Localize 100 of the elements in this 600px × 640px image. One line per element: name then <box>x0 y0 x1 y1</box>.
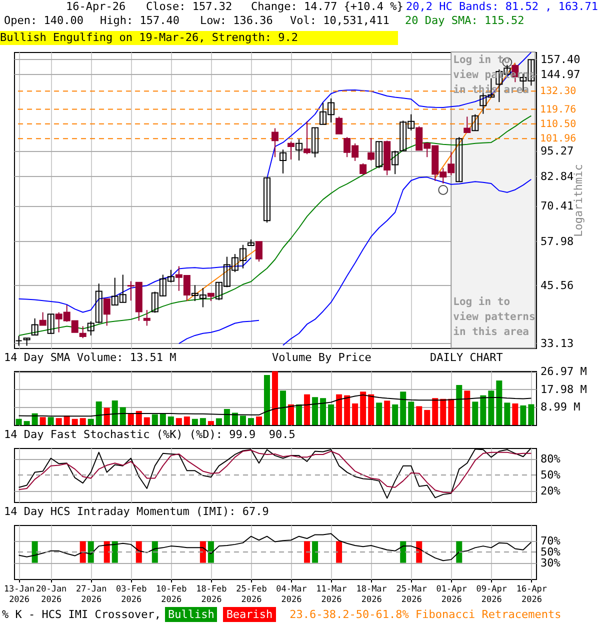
annotation: Log in to view patterns in this area <box>453 296 536 338</box>
candlestick <box>368 137 375 162</box>
bar <box>328 404 334 425</box>
x-tick-label: 18-Feb 2026 <box>196 584 227 605</box>
x-tick-label: 03-Feb 2026 <box>116 584 147 605</box>
bar <box>392 404 398 425</box>
bar <box>336 394 342 425</box>
bar <box>240 416 246 425</box>
candlestick <box>304 120 311 155</box>
candlestick <box>360 162 367 176</box>
bar <box>136 410 142 425</box>
y-axis-title: Logarithmic <box>572 164 586 237</box>
text: High: 157.40 <box>100 14 180 28</box>
bar <box>120 407 126 425</box>
candlestick <box>392 150 399 175</box>
y-tick-label: 20% <box>540 484 561 498</box>
text: 20,2 HC Bands: 81.52 , 163.71 <box>406 0 598 14</box>
bar <box>448 398 454 425</box>
bar <box>416 406 422 425</box>
candlestick <box>103 298 110 326</box>
y-tick-label: 144.97 <box>540 68 580 81</box>
candlestick <box>263 177 270 224</box>
candlestick <box>280 149 287 174</box>
y-tick-label: 33.13 <box>540 336 574 350</box>
bar <box>344 395 350 425</box>
y-tick-label: 70.41 <box>540 200 574 213</box>
candlestick <box>336 116 343 134</box>
bar <box>528 404 534 425</box>
x-tick-label: 11-Mar 2026 <box>316 584 347 605</box>
candlestick <box>288 141 295 160</box>
text: 23.6-38.2-50-61.8% Fibonacci Retracements <box>290 607 562 622</box>
bar <box>464 390 470 425</box>
text: Vol: 10,531,411 <box>290 14 390 28</box>
candlestick <box>79 326 86 339</box>
bar <box>96 401 102 425</box>
candlestick <box>95 283 102 324</box>
ref-line-label: 132.30 <box>540 86 576 98</box>
bar <box>368 394 374 425</box>
bar <box>224 408 230 425</box>
bar <box>216 418 222 425</box>
bar <box>480 395 486 425</box>
x-tick-label: 18-Mar 2026 <box>356 584 387 605</box>
bar <box>472 402 478 425</box>
y-tick-label: 70% <box>540 534 561 548</box>
chart-title: 14 Day Fast Stochastic (%K) (%D): 99.9 90.5 <box>4 428 296 441</box>
y-tick-label: 82.84 <box>540 170 574 183</box>
candlestick <box>312 127 319 158</box>
bar <box>144 417 150 425</box>
line-series <box>18 533 532 562</box>
bar <box>496 380 502 425</box>
bar <box>320 398 326 425</box>
bar <box>488 390 494 425</box>
bar <box>248 418 254 425</box>
x-tick-label: 09-Apr 2026 <box>476 584 508 605</box>
bar <box>288 404 294 425</box>
bar <box>88 418 94 425</box>
bar <box>352 403 358 425</box>
candlestick <box>255 241 262 262</box>
y-tick-label: 45.56 <box>540 278 574 292</box>
y-tick-label: 26.97 M <box>540 365 588 378</box>
bar <box>280 390 286 425</box>
text: Volume By Price <box>272 351 372 364</box>
bar <box>200 418 206 425</box>
text: Change: 14.77 {+10.4 %} <box>251 0 404 14</box>
ref-line-label: 101.96 <box>540 134 576 145</box>
bar <box>312 397 318 425</box>
candlestick <box>272 128 278 158</box>
line-series <box>18 394 532 417</box>
bar <box>400 392 406 425</box>
candlestick <box>143 309 150 326</box>
x-tick-label: 27-Jan 2026 <box>76 584 107 605</box>
text: 20 Day SMA: 115.52 <box>405 14 524 28</box>
legend-title: % K - HCS IMI Crossover, <box>2 607 161 622</box>
bar <box>296 404 302 425</box>
text: DAILY CHART <box>430 351 504 364</box>
x-tick-label: 20-Jan 2026 <box>36 584 67 605</box>
candlestick <box>296 138 303 162</box>
y-tick-label: 8.99 M <box>540 400 581 414</box>
bar <box>424 410 430 425</box>
text: Open: 140.00 <box>4 14 84 28</box>
bar <box>168 416 174 425</box>
ref-line-label: 110.50 <box>540 118 576 130</box>
candlestick <box>39 312 46 326</box>
text: Close: 157.32 <box>146 0 234 14</box>
x-tick-label: 16-Apr 2026 <box>516 584 548 605</box>
x-tick-label: 13-Jan 2026 <box>4 584 35 605</box>
chart-title: 16-Apr-26 <box>66 0 127 14</box>
bar <box>56 418 62 425</box>
bar <box>104 408 110 425</box>
x-tick-label: 25-Mar 2026 <box>396 584 427 605</box>
bar <box>16 418 22 425</box>
bar <box>40 417 46 425</box>
y-tick-label: 80% <box>540 452 561 466</box>
bar <box>360 392 366 425</box>
chart-title: 14 Day HCS Intraday Momentum (IMI): 67.9 <box>4 505 270 518</box>
y-tick-label: 57.98 <box>540 234 574 248</box>
bar <box>504 402 510 425</box>
y-tick-label: 17.98 M <box>540 382 588 396</box>
bar <box>440 398 446 425</box>
bar <box>24 421 30 425</box>
